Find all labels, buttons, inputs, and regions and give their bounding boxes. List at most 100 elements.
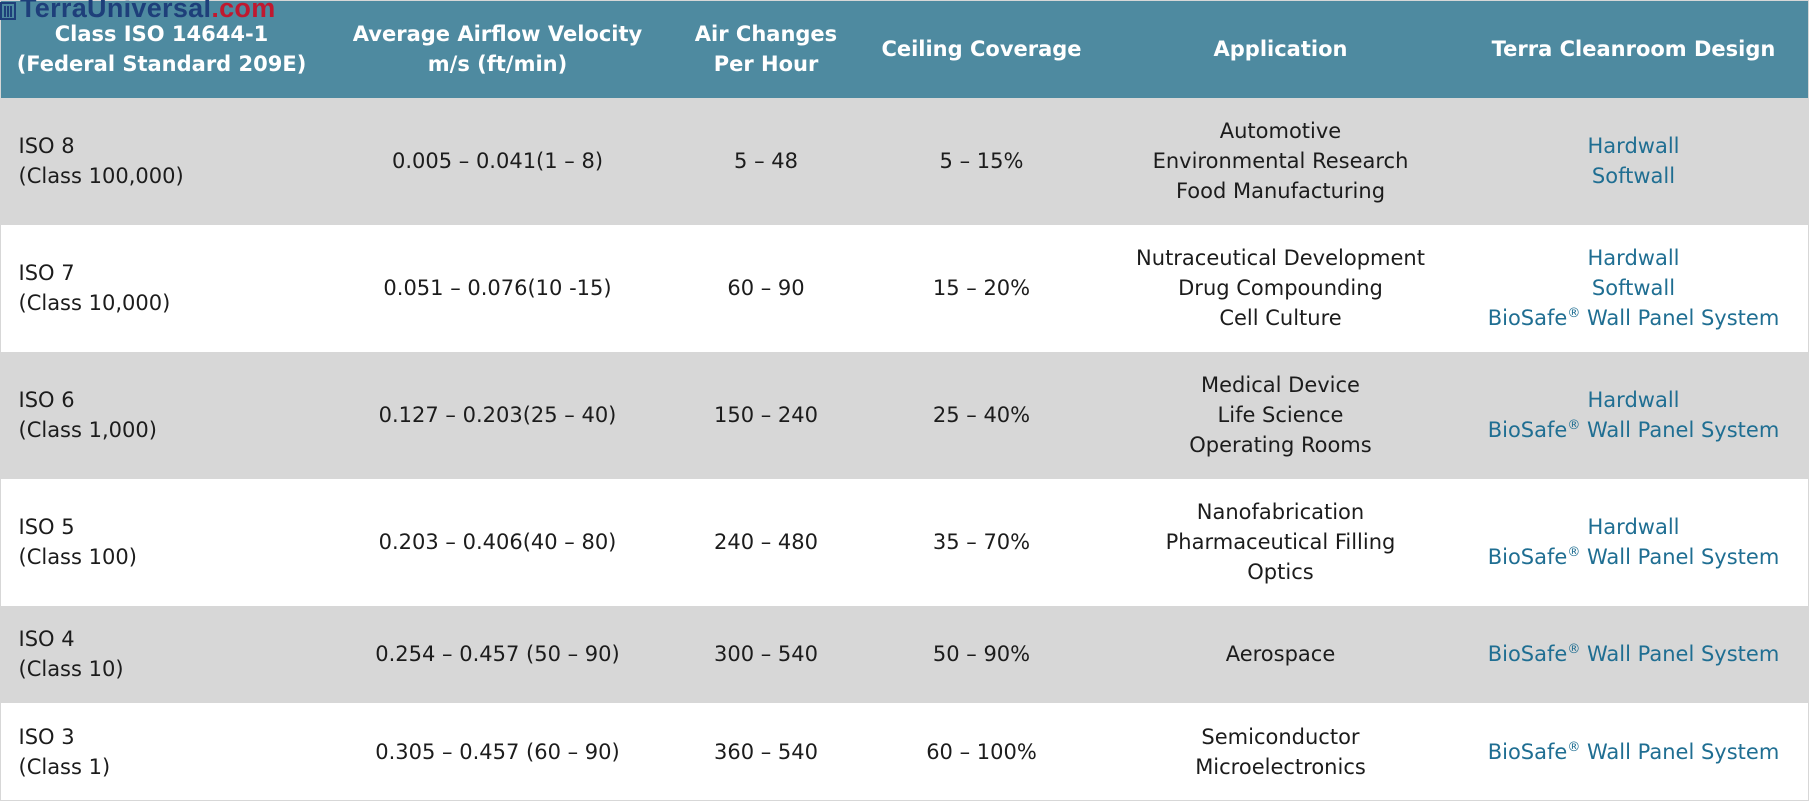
iso-class-label: ISO 4: [18, 627, 75, 651]
hardwall-link-label: Hardwall: [1587, 388, 1680, 412]
biosafe-link-label: BioSafe: [1487, 418, 1568, 442]
ceiling-coverage-cell: 35 – 70%: [932, 530, 1031, 554]
application-cell: Semiconductor Microelectronics: [1104, 703, 1458, 801]
hardwall-link[interactable]: Hardwall: [1466, 131, 1802, 161]
biosafe-link-suffix: Wall Panel System: [1580, 642, 1780, 666]
application-item: Nutraceutical Development: [1136, 246, 1425, 270]
federal-class-label: (Class 100): [18, 545, 137, 569]
hardwall-link-label: Hardwall: [1587, 134, 1680, 159]
biosafe-link-suffix: Wall Panel System: [1580, 418, 1780, 442]
airflow-velocity-cell: 0.203 – 0.406(40 – 80): [378, 530, 617, 554]
table-row: ISO 6 (Class 1,000) 0.127 – 0.203(25 – 4…: [0, 351, 1809, 479]
airflow-velocity-cell: 0.305 – 0.457 (60 – 90): [375, 740, 620, 764]
biosafe-link-label: BioSafe: [1487, 545, 1568, 569]
iso-class-cell: ISO 8 (Class 100,000): [1, 98, 323, 225]
design-cell: Hardwall Softwall: [1458, 98, 1809, 225]
header-ceiling-coverage: Ceiling Coverage: [859, 0, 1104, 98]
application-item: Life Science: [1217, 403, 1344, 427]
application-cell: Nutraceutical Development Drug Compoundi…: [1104, 225, 1458, 352]
hardwall-link-label: Hardwall: [1587, 246, 1680, 270]
ceiling-coverage-cell: 60 – 100%: [926, 740, 1037, 764]
iso-class-label: ISO 5: [18, 515, 75, 539]
federal-class-label: (Class 1): [18, 755, 111, 779]
header-air-changes-line2: Per Hour: [713, 52, 819, 76]
air-changes-cell: 360 – 540: [713, 740, 818, 764]
table-row: ISO 4 (Class 10) 0.254 – 0.457 (50 – 90)…: [0, 605, 1809, 703]
header-iso-class-line1: Class ISO 14644-1: [54, 22, 269, 46]
header-airflow-velocity-line2: m/s (ft/min): [427, 52, 568, 76]
design-cell: Hardwall Softwall BioSafe® Wall Panel Sy…: [1458, 225, 1809, 352]
header-terra-design-label: Terra Cleanroom Design: [1491, 37, 1776, 61]
application-item: Nanofabrication: [1196, 500, 1365, 524]
iso-class-label: ISO 8: [18, 134, 75, 159]
biosafe-link-suffix: Wall Panel System: [1580, 545, 1780, 569]
biosafe-link-label: BioSafe: [1487, 642, 1568, 666]
iso-class-label: ISO 7: [18, 261, 75, 285]
federal-class-label: (Class 1,000): [18, 418, 157, 442]
design-cell: Hardwall BioSafe® Wall Panel System: [1458, 479, 1809, 606]
hardwall-link[interactable]: Hardwall: [1466, 512, 1802, 542]
application-cell: Medical Device Life Science Operating Ro…: [1104, 352, 1458, 479]
application-item: Optics: [1247, 560, 1314, 584]
header-iso-class: Class ISO 14644-1 (Federal Standard 209E…: [0, 0, 323, 98]
iso-class-cell: ISO 4 (Class 10): [1, 606, 323, 703]
iso-class-cell: ISO 6 (Class 1,000): [1, 352, 323, 479]
biosafe-wall-panel-link[interactable]: BioSafe® Wall Panel System: [1466, 737, 1802, 767]
header-air-changes: Air Changes Per Hour: [672, 0, 860, 98]
application-item: Operating Rooms: [1189, 433, 1372, 457]
biosafe-wall-panel-link[interactable]: BioSafe® Wall Panel System: [1466, 303, 1802, 333]
application-cell: Automotive Environmental Research Food M…: [1104, 98, 1458, 225]
iso-class-cell: ISO 5 (Class 100): [1, 479, 323, 606]
application-cell: Aerospace: [1104, 606, 1458, 703]
header-air-changes-line1: Air Changes: [694, 22, 838, 46]
header-iso-class-line2: (Federal Standard 209E): [16, 52, 307, 76]
table-row: ISO 3 (Class 1) 0.305 – 0.457 (60 – 90) …: [0, 702, 1809, 801]
air-changes-cell: 5 – 48: [734, 149, 798, 174]
header-terra-design: Terra Cleanroom Design: [1457, 0, 1809, 98]
application-item: Medical Device: [1201, 373, 1360, 397]
table-row: ISO 7 (Class 10,000) 0.051 – 0.076(10 -1…: [0, 224, 1809, 352]
biosafe-link-label: BioSafe: [1487, 306, 1568, 330]
federal-class-label: (Class 10,000): [18, 291, 171, 315]
softwall-link[interactable]: Softwall: [1466, 273, 1802, 303]
airflow-velocity-cell: 0.127 – 0.203(25 – 40): [378, 403, 617, 427]
federal-class-label: (Class 100,000): [18, 164, 184, 189]
air-changes-cell: 60 – 90: [727, 276, 805, 300]
air-changes-cell: 300 – 540: [713, 642, 818, 666]
softwall-link-label: Softwall: [1591, 276, 1676, 300]
iso-class-label: ISO 6: [18, 388, 75, 412]
airflow-velocity-cell: 0.254 – 0.457 (50 – 90): [375, 642, 620, 666]
airflow-velocity-cell: 0.051 – 0.076(10 -15): [383, 276, 612, 300]
hardwall-link[interactable]: Hardwall: [1466, 385, 1802, 415]
biosafe-wall-panel-link[interactable]: BioSafe® Wall Panel System: [1466, 639, 1802, 669]
header-application: Application: [1103, 0, 1458, 98]
application-item: Semiconductor: [1201, 725, 1360, 749]
design-cell: BioSafe® Wall Panel System: [1458, 606, 1809, 703]
airflow-velocity-cell: 0.005 – 0.041(1 – 8): [391, 149, 604, 174]
biosafe-wall-panel-link[interactable]: BioSafe® Wall Panel System: [1466, 542, 1802, 572]
application-item: Microelectronics: [1195, 755, 1366, 779]
application-item: Drug Compounding: [1178, 276, 1383, 300]
application-item: Automotive: [1219, 119, 1342, 144]
hardwall-link[interactable]: Hardwall: [1466, 243, 1802, 273]
design-cell: Hardwall BioSafe® Wall Panel System: [1458, 352, 1809, 479]
application-item: Food Manufacturing: [1175, 179, 1386, 204]
iso-class-cell: ISO 3 (Class 1): [1, 703, 323, 801]
hardwall-link-label: Hardwall: [1587, 515, 1680, 539]
softwall-link[interactable]: Softwall: [1466, 161, 1802, 191]
air-changes-cell: 150 – 240: [713, 403, 818, 427]
header-airflow-velocity-line1: Average Airflow Velocity: [352, 22, 643, 46]
biosafe-wall-panel-link[interactable]: BioSafe® Wall Panel System: [1466, 415, 1802, 445]
registered-mark: ®: [1567, 306, 1581, 321]
registered-mark: ®: [1567, 545, 1581, 560]
application-item: Pharmaceutical Filling: [1165, 530, 1396, 554]
biosafe-link-label: BioSafe: [1487, 740, 1568, 764]
biosafe-link-suffix: Wall Panel System: [1580, 740, 1780, 764]
iso-class-label: ISO 3: [18, 725, 75, 749]
application-cell: Nanofabrication Pharmaceutical Filling O…: [1104, 479, 1458, 606]
table-row: ISO 5 (Class 100) 0.203 – 0.406(40 – 80)…: [0, 478, 1809, 606]
registered-mark: ®: [1567, 740, 1581, 755]
air-changes-cell: 240 – 480: [713, 530, 818, 554]
registered-mark: ®: [1567, 418, 1581, 433]
application-item: Cell Culture: [1219, 306, 1342, 330]
